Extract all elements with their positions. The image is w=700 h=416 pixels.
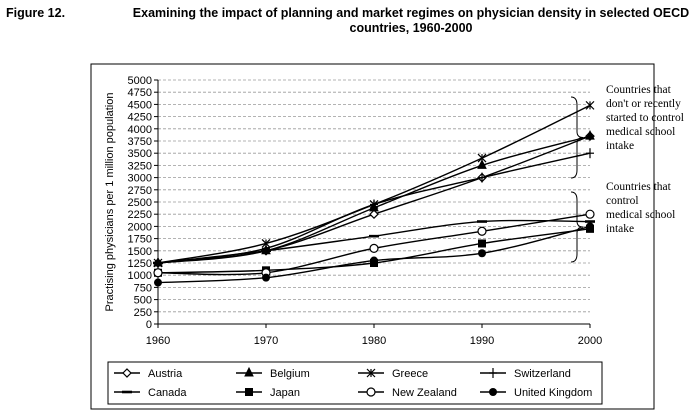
legend-item-switzerland: Switzerland <box>480 368 571 380</box>
data-point-switzerland <box>370 199 378 210</box>
legend-marker-japan <box>245 388 253 396</box>
legend-item-canada: Canada <box>114 387 187 399</box>
bracket-control <box>570 191 584 263</box>
y-tick-label: 2000 <box>128 221 152 233</box>
legend-box <box>107 361 603 405</box>
legend-label-japan: Japan <box>270 387 300 399</box>
legend-label-greece: Greece <box>392 368 428 380</box>
y-tick-label: 3500 <box>128 148 152 160</box>
legend-marker-new-zealand <box>366 387 376 397</box>
annotation-2-line-3: medical school <box>606 209 675 221</box>
data-point-switzerland <box>586 148 594 159</box>
y-tick-label: 2500 <box>128 197 152 209</box>
data-point-united-kingdom <box>262 273 270 282</box>
data-point-new-zealand <box>369 243 379 253</box>
chart-frame <box>90 63 655 410</box>
y-tick-label: 4250 <box>128 112 152 124</box>
figure-title-line-2: countries, 1960-2000 <box>349 21 473 35</box>
x-tick-label: 1970 <box>254 335 278 347</box>
annotation-1-line-4: medical school <box>606 126 675 138</box>
figure-title-line-1: Examining the impact of planning and mar… <box>132 6 690 20</box>
x-tick-label: 1980 <box>362 335 386 347</box>
grid <box>158 79 590 313</box>
y-tick-label: 750 <box>134 282 152 294</box>
y-tick-label: 4750 <box>128 87 152 99</box>
figure-title: Examining the impact of planning and mar… <box>128 6 694 36</box>
y-tick-label: 1000 <box>128 270 152 282</box>
y-tick-label: 1250 <box>128 258 152 270</box>
data-point-new-zealand <box>585 209 595 219</box>
y-axis-label: Practising physicians per 1 million popu… <box>104 93 116 312</box>
bracket-no-control <box>570 96 584 179</box>
data-point-belgium <box>477 159 487 169</box>
y-tick-label: 3000 <box>128 173 152 185</box>
annotations: Countries that don't or recently started t… <box>606 84 684 235</box>
y-tick-label: 3750 <box>128 136 152 148</box>
data-point-united-kingdom <box>586 222 594 231</box>
legend-marker-switzerland <box>489 368 497 378</box>
legend-label-canada: Canada <box>148 387 187 399</box>
data-point-japan <box>478 239 486 248</box>
legend-item-united-kingdom: United Kingdom <box>480 387 592 399</box>
legend-marker-belgium <box>244 366 254 377</box>
x-tick-label: 1960 <box>146 335 170 347</box>
annotation-1-line-3: started to control <box>606 112 684 124</box>
legend: Austria Belgium Greece Switzerland Canada Jap… <box>114 366 592 399</box>
legend-label-belgium: Belgium <box>270 368 310 380</box>
data-point-belgium <box>585 130 595 140</box>
data-point-austria <box>369 209 379 220</box>
legend-label-switzerland: Switzerland <box>514 368 571 380</box>
x-tick-label: 2000 <box>578 335 602 347</box>
legend-label-united-kingdom: United Kingdom <box>514 387 592 399</box>
legend-item-austria: Austria <box>114 368 183 380</box>
annotation-brackets <box>570 96 584 263</box>
annotation-1-line-5: intake <box>606 140 634 152</box>
legend-marker-greece <box>366 368 376 378</box>
annotation-2-line-2: control <box>606 195 639 207</box>
annotation-1-line-2: don't or recently <box>606 98 681 110</box>
legend-item-new-zealand: New Zealand <box>358 387 457 399</box>
annotation-1-line-1: Countries that <box>606 84 672 96</box>
legend-label-new-zealand: New Zealand <box>392 387 457 399</box>
y-tick-label: 1500 <box>128 246 152 258</box>
data-point-united-kingdom <box>478 249 486 258</box>
legend-item-belgium: Belgium <box>236 366 310 380</box>
annotation-2-line-1: Countries that <box>606 181 672 193</box>
legend-marker-austria <box>122 368 132 378</box>
y-tick-label: 3250 <box>128 160 152 172</box>
legend-label-austria: Austria <box>148 368 183 380</box>
y-tick-label: 1750 <box>128 234 152 246</box>
y-tick-label: 0 <box>146 319 152 331</box>
y-tick-label: 500 <box>134 295 152 307</box>
y-tick-label: 4000 <box>128 124 152 136</box>
y-tick-label: 250 <box>134 307 152 319</box>
data-point-new-zealand <box>153 268 163 278</box>
y-tick-label: 2250 <box>128 209 152 221</box>
data-point-greece <box>477 153 487 163</box>
data-point-united-kingdom <box>370 256 378 265</box>
data-point-new-zealand <box>477 226 487 236</box>
legend-marker-united-kingdom <box>489 388 497 396</box>
series-lines <box>153 100 595 287</box>
legend-item-greece: Greece <box>358 368 428 380</box>
legend-item-japan: Japan <box>236 387 300 399</box>
y-tick-label: 4500 <box>128 99 152 111</box>
data-point-united-kingdom <box>154 278 162 287</box>
figure-label: Figure 12. <box>6 6 66 20</box>
y-tick-label: 2750 <box>128 185 152 197</box>
data-point-greece <box>585 100 595 110</box>
axes: 0250500750100012501500175020002250250027… <box>128 75 603 347</box>
data-point-switzerland <box>478 172 486 183</box>
y-tick-label: 5000 <box>128 75 152 87</box>
annotation-2-line-4: intake <box>606 223 634 235</box>
x-tick-label: 1990 <box>470 335 494 347</box>
